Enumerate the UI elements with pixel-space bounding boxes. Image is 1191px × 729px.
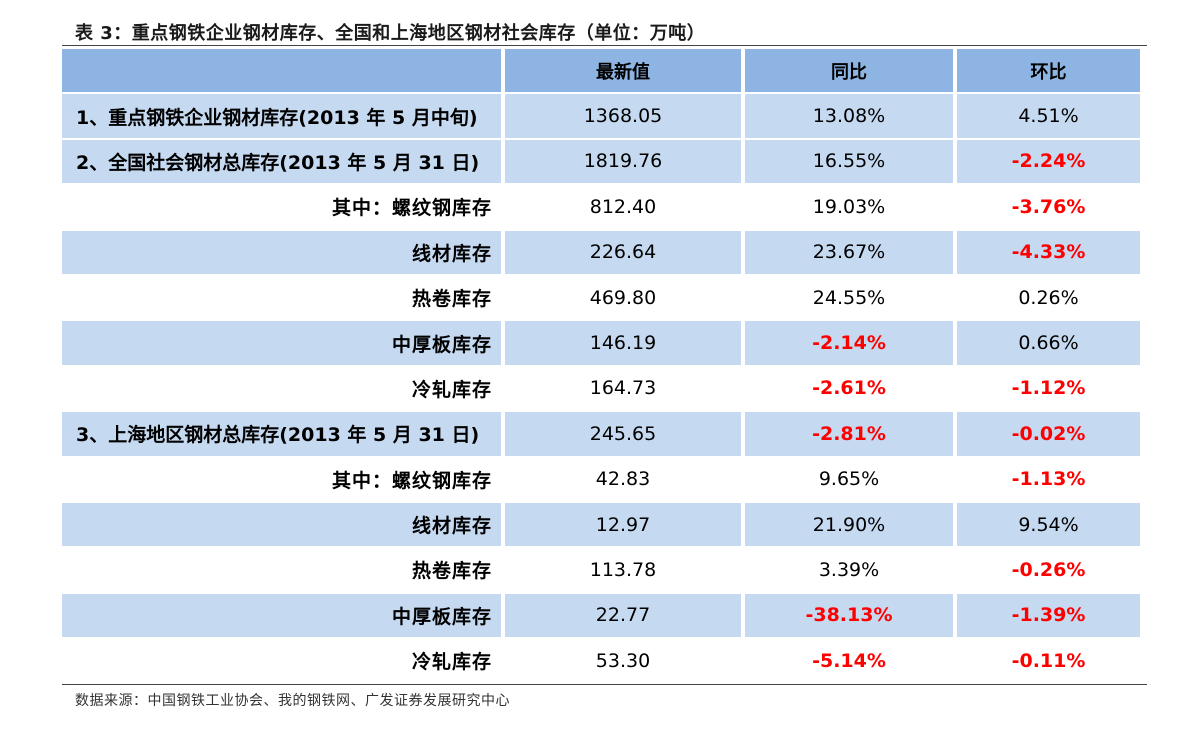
- row-label: 中厚板库存: [391, 333, 492, 356]
- latest-value: 812.40: [589, 195, 657, 218]
- latest-value: 226.64: [589, 241, 657, 264]
- table-title: 表 3：重点钢铁企业钢材库存、全国和上海地区钢材社会库存（单位：万吨）: [75, 23, 706, 44]
- mom-value: -0.02%: [1011, 422, 1086, 445]
- yoy-value: 21.90%: [812, 513, 886, 536]
- mom-value: -4.33%: [1011, 241, 1086, 264]
- row-label: 其中：螺纹钢库存: [331, 469, 492, 492]
- mom-value: -2.24%: [1011, 150, 1086, 173]
- latest-value: 245.65: [589, 422, 657, 445]
- yoy-value: -5.14%: [812, 649, 886, 672]
- table-row: 其中：螺纹钢库存 812.40 19.03% -3.76%: [62, 184, 1147, 229]
- table-row: 3、上海地区钢材总库存(2013 年 5 月 31 日) 245.65 -2.8…: [62, 411, 1147, 456]
- latest-value: 113.78: [589, 558, 657, 581]
- row-label: 热卷库存: [411, 288, 492, 311]
- latest-value: 1819.76: [583, 150, 663, 173]
- table-row: 热卷库存 113.78 3.39% -0.26%: [62, 547, 1147, 592]
- table-row: 线材库存 226.64 23.67% -4.33%: [62, 230, 1147, 275]
- yoy-value: -2.61%: [812, 377, 886, 400]
- header-yoy: 同比: [831, 61, 867, 83]
- latest-value: 12.97: [595, 513, 651, 536]
- row-label: 热卷库存: [411, 560, 492, 583]
- latest-value: 469.80: [589, 286, 657, 309]
- row-label: 其中：螺纹钢库存: [331, 197, 492, 220]
- mom-value: 0.26%: [1018, 286, 1079, 309]
- row-label: 线材库存: [411, 515, 492, 538]
- table-row: 线材库存 12.97 21.90% 9.54%: [62, 502, 1147, 547]
- header-latest: 最新值: [596, 61, 650, 83]
- yoy-value: 23.67%: [812, 241, 886, 264]
- latest-value: 1368.05: [583, 105, 663, 128]
- header-mom: 环比: [1030, 61, 1067, 83]
- mom-value: -1.13%: [1011, 468, 1086, 491]
- mom-value: -1.39%: [1011, 604, 1086, 627]
- table-header-row: 最新值 同比 环比: [62, 48, 1147, 93]
- row-label: 冷轧库存: [411, 651, 492, 674]
- row-label: 3、上海地区钢材总库存(2013 年 5 月 31 日): [76, 424, 480, 447]
- yoy-value: 9.65%: [818, 468, 880, 491]
- row-label: 冷轧库存: [411, 378, 492, 401]
- latest-value: 146.19: [589, 332, 657, 355]
- table-row: 其中：螺纹钢库存 42.83 9.65% -1.13%: [62, 457, 1147, 502]
- top-rule: [62, 45, 1147, 46]
- mom-value: -0.11%: [1011, 649, 1086, 672]
- table-row: 中厚板库存 22.77 -38.13% -1.39%: [62, 593, 1147, 638]
- row-label: 中厚板库存: [391, 605, 492, 628]
- latest-value: 53.30: [595, 649, 651, 672]
- row-label: 2、全国社会钢材总库存(2013 年 5 月 31 日): [76, 151, 480, 174]
- yoy-value: -2.81%: [812, 422, 886, 445]
- yoy-value: -2.14%: [812, 332, 886, 355]
- row-label: 1、重点钢铁企业钢材库存(2013 年 5 月中旬): [76, 106, 478, 129]
- mom-value: 0.66%: [1018, 332, 1079, 355]
- latest-value: 22.77: [595, 604, 651, 627]
- mom-value: -3.76%: [1011, 195, 1086, 218]
- bottom-rule: [62, 684, 1147, 685]
- source-note: 数据来源：中国钢铁工业协会、我的钢铁网、广发证券发展研究中心: [75, 693, 510, 709]
- mom-value: -0.26%: [1011, 558, 1086, 581]
- yoy-value: 3.39%: [818, 558, 880, 581]
- latest-value: 42.83: [595, 468, 651, 491]
- latest-value: 164.73: [589, 377, 657, 400]
- mom-value: -1.12%: [1011, 377, 1086, 400]
- table-row: 冷轧库存 53.30 -5.14% -0.11%: [62, 638, 1147, 683]
- mom-value: 4.51%: [1018, 105, 1079, 128]
- header-blank: [62, 48, 492, 93]
- row-label: 线材库存: [411, 242, 492, 265]
- table-row: 1、重点钢铁企业钢材库存(2013 年 5 月中旬) 1368.05 13.08…: [62, 93, 1147, 138]
- mom-value: 9.54%: [1018, 513, 1079, 536]
- yoy-value: 16.55%: [812, 150, 886, 173]
- yoy-value: 24.55%: [812, 286, 886, 309]
- yoy-value: -38.13%: [805, 604, 893, 627]
- table-row: 中厚板库存 146.19 -2.14% 0.66%: [62, 320, 1147, 365]
- table-row: 冷轧库存 164.73 -2.61% -1.12%: [62, 366, 1147, 411]
- yoy-value: 13.08%: [812, 105, 886, 128]
- table-row: 2、全国社会钢材总库存(2013 年 5 月 31 日) 1819.76 16.…: [62, 139, 1147, 184]
- inventory-table: 最新值 同比 环比 1、重点钢铁企业钢材库存(2013 年 5 月中旬) 136…: [62, 48, 1147, 683]
- table-row: 热卷库存 469.80 24.55% 0.26%: [62, 275, 1147, 320]
- yoy-value: 19.03%: [812, 195, 886, 218]
